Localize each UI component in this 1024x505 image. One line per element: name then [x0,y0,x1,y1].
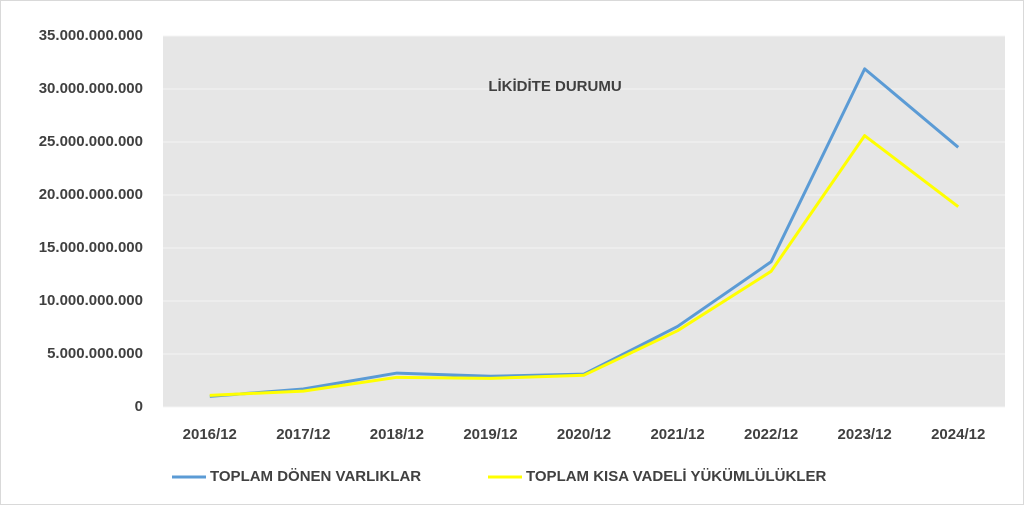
y-tick-label: 10.000.000.000 [39,292,143,309]
y-tick-label: 5.000.000.000 [47,345,143,362]
legend-label: TOPLAM DÖNEN VARLIKLAR [210,468,421,485]
y-tick-label: 25.000.000.000 [39,133,143,150]
y-tick-label: 15.000.000.000 [39,239,143,256]
y-tick-label: 30.000.000.000 [39,80,143,97]
series-line [209,134,960,397]
y-tick-label: 0 [135,398,143,415]
y-tick-label: 35.000.000.000 [39,27,143,44]
x-tick-label: 2021/12 [650,426,704,443]
x-tick-label: 2018/12 [370,426,424,443]
x-tick-label: 2022/12 [744,426,798,443]
x-tick-label: 2017/12 [276,426,330,443]
x-tick-label: 2019/12 [463,426,517,443]
legend-label: TOPLAM KISA VADELİ YÜKÜMLÜLÜKLER [526,468,826,485]
x-tick-label: 2024/12 [931,426,985,443]
lines [209,67,960,398]
grid [163,35,1005,408]
x-tick-label: 2016/12 [183,426,237,443]
plot-area [163,36,1005,407]
y-tick-label: 20.000.000.000 [39,186,143,203]
x-tick-label: 2020/12 [557,426,611,443]
x-tick-label: 2023/12 [838,426,892,443]
chart-title: LİKİDİTE DURUMU [488,78,621,95]
